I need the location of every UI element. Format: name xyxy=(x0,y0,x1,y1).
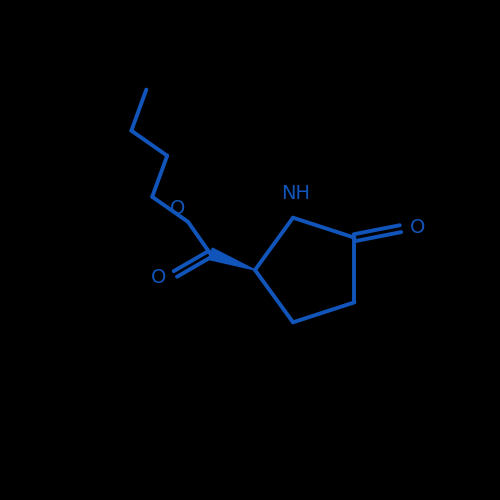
Text: O: O xyxy=(170,200,186,218)
Text: O: O xyxy=(151,268,166,287)
Text: NH: NH xyxy=(281,184,310,203)
Text: O: O xyxy=(410,218,425,237)
Polygon shape xyxy=(208,248,255,270)
